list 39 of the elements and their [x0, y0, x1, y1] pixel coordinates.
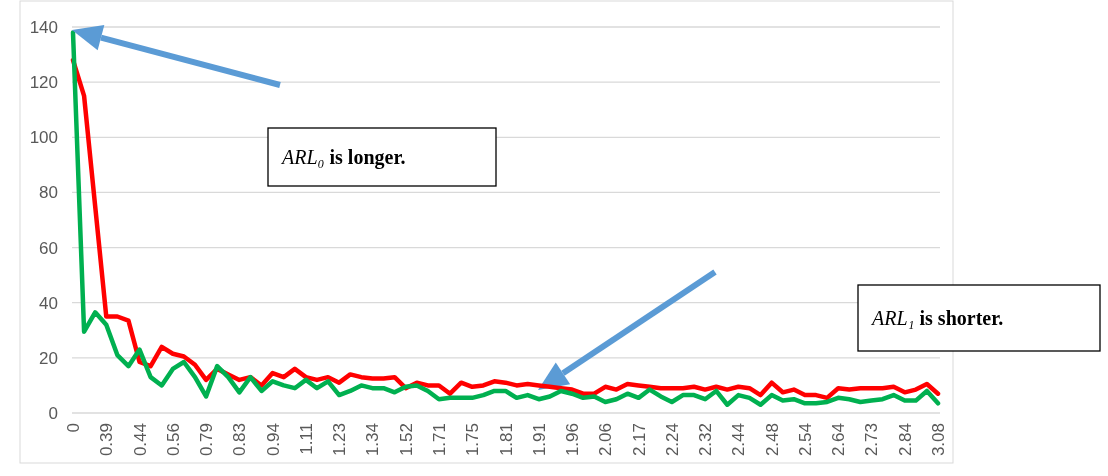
x-tick-label: 1.11 — [296, 423, 316, 455]
x-tick-label: 0.83 — [230, 423, 250, 457]
x-tick-label: 1.81 — [496, 423, 516, 457]
annotation: ARL₀ is longer. — [280, 146, 406, 169]
x-tick-label: 3.08 — [929, 423, 948, 457]
x-tick-label: 2.73 — [862, 423, 882, 457]
x-tick-label: 2.06 — [596, 423, 616, 457]
y-tick-label: 120 — [29, 73, 58, 93]
y-tick-label: 0 — [48, 404, 58, 423]
y-tick-label: 140 — [29, 18, 58, 37]
x-tick-label: 0 — [64, 423, 83, 433]
x-tick-label: 2.84 — [895, 423, 915, 457]
x-tick-label: 1.52 — [396, 423, 416, 457]
x-tick-label: 2.48 — [762, 423, 782, 457]
x-tick-label: 2.64 — [829, 423, 849, 457]
x-tick-label: 1.34 — [363, 423, 383, 457]
x-tick-label: 0.56 — [163, 423, 183, 457]
x-tick-label: 1.96 — [563, 423, 583, 457]
text-box: ARL₀ is longer. — [267, 127, 497, 187]
x-tick-label: 2.17 — [629, 423, 649, 457]
x-tick-label: 2.44 — [729, 423, 749, 457]
annotation: ARL₁ is shorter. — [870, 307, 1004, 329]
x-tick-label: 0.94 — [263, 423, 283, 457]
x-tick-label: 2.32 — [696, 423, 716, 457]
y-tick-label: 100 — [29, 128, 58, 148]
x-tick-label: 0.39 — [97, 423, 117, 457]
x-tick-label: 0.79 — [197, 423, 217, 457]
x-tick-label: 1.23 — [330, 423, 350, 457]
x-tick-label: 2.54 — [795, 423, 815, 457]
y-tick-label: 20 — [39, 348, 58, 368]
x-tick-label: 1.91 — [529, 423, 549, 457]
x-tick-label: 2.24 — [662, 423, 682, 457]
y-tick-label: 60 — [39, 238, 58, 258]
text-box: ARL₁ is shorter. — [857, 284, 1101, 352]
x-tick-label: 0.44 — [130, 423, 150, 457]
y-tick-label: 40 — [39, 293, 58, 313]
y-tick-label: 80 — [39, 183, 58, 203]
x-tick-label: 1.75 — [463, 423, 483, 457]
x-tick-label: 1.71 — [429, 423, 449, 457]
